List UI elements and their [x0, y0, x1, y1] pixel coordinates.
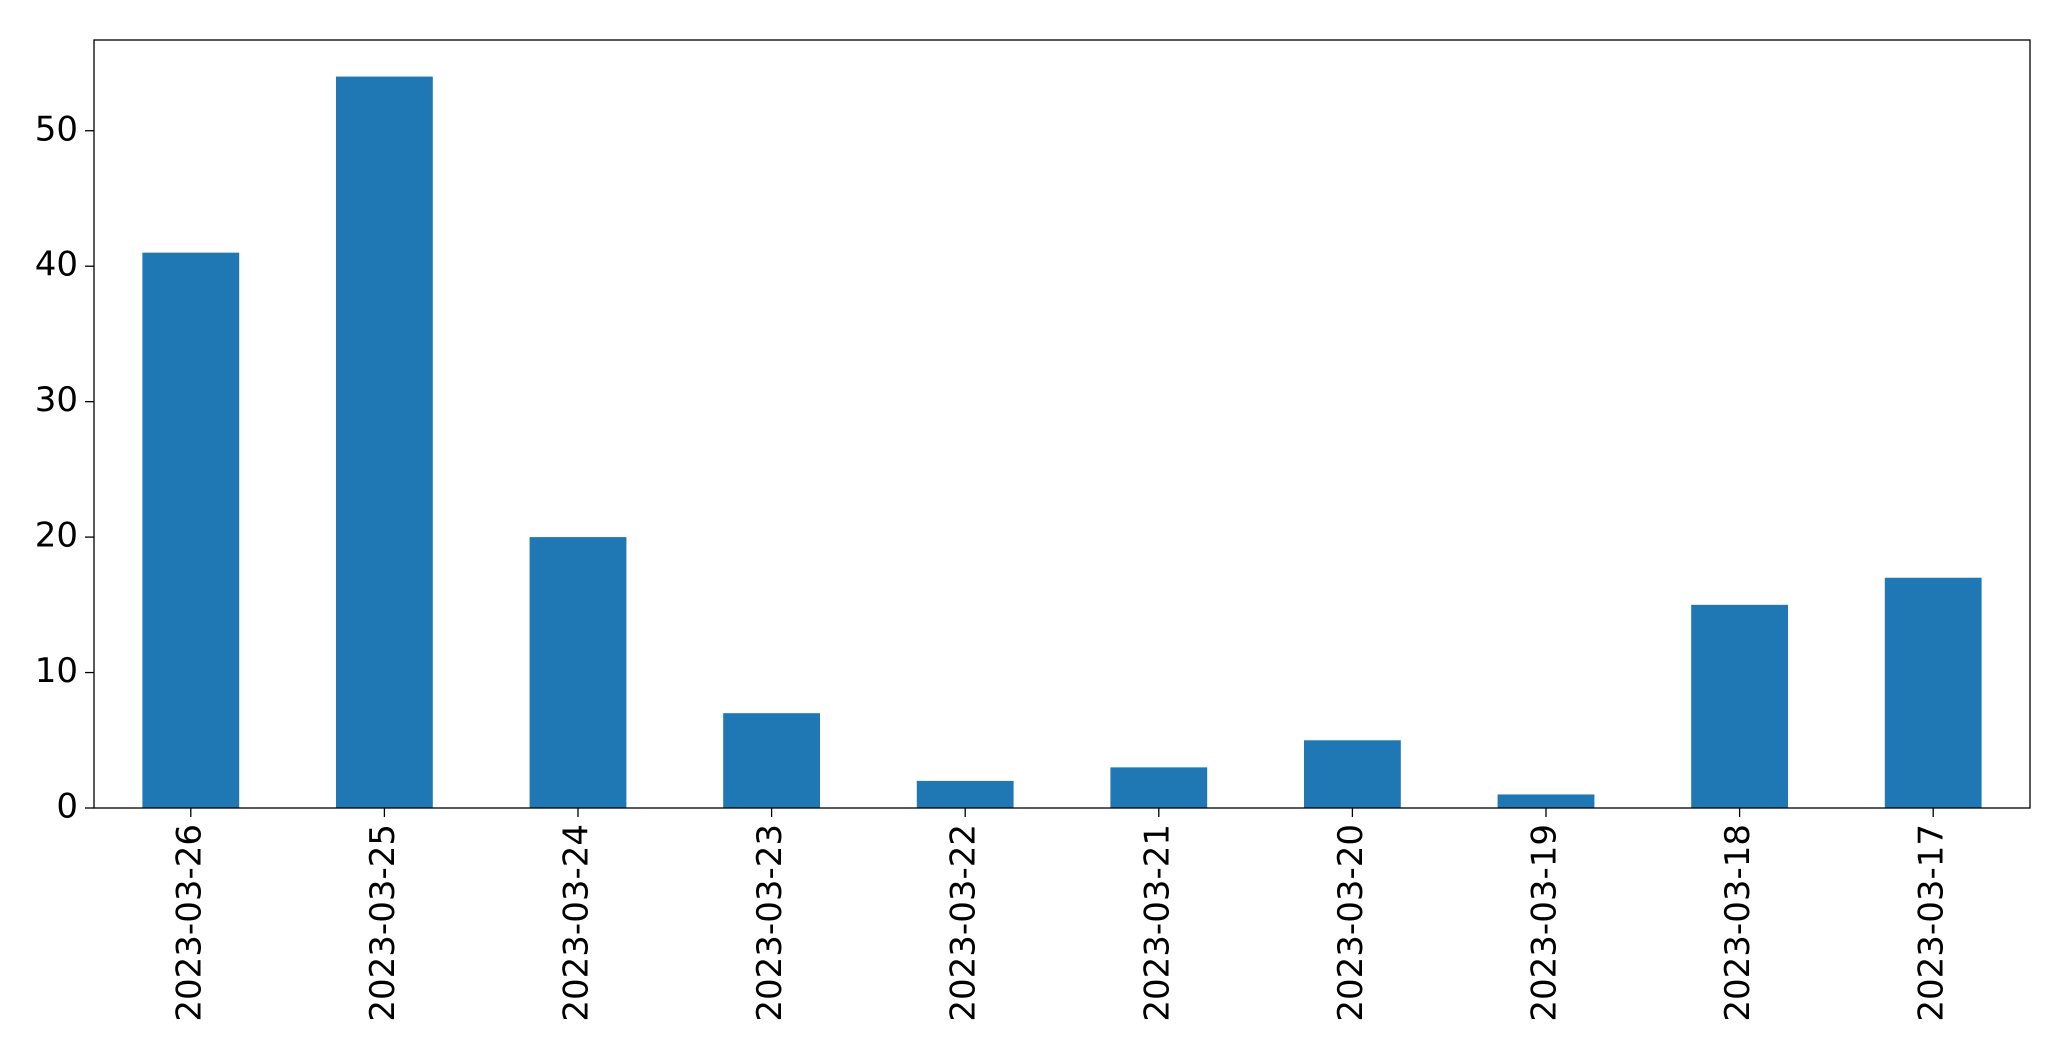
y-tick-label: 50 [35, 109, 78, 149]
bar [142, 252, 240, 809]
bar [723, 713, 820, 808]
x-tick-label: 2023-03-19 [1525, 824, 1565, 1022]
bar [529, 537, 627, 808]
bar [336, 76, 433, 809]
y-tick-label: 10 [35, 651, 78, 691]
x-tick-label: 2023-03-21 [1137, 824, 1177, 1022]
x-tick-label: 2023-03-26 [169, 824, 209, 1022]
x-tick-label: 2023-03-22 [944, 824, 984, 1022]
y-tick-label: 0 [56, 787, 78, 827]
x-tick-label: 2023-03-20 [1331, 824, 1371, 1022]
bar [1110, 767, 1208, 808]
x-tick-label: 2023-03-17 [1912, 824, 1952, 1022]
bar [1497, 794, 1595, 808]
bar [1691, 604, 1788, 808]
x-tick-label: 2023-03-24 [557, 824, 597, 1022]
bar [1884, 577, 1982, 808]
x-tick-label: 2023-03-25 [363, 824, 403, 1022]
bar [1304, 740, 1401, 808]
plot-frame [93, 39, 2031, 809]
y-tick-label: 40 [35, 245, 78, 285]
y-tick-label: 20 [35, 516, 78, 556]
x-tick-label: 2023-03-18 [1718, 824, 1758, 1022]
x-tick-label: 2023-03-23 [750, 824, 790, 1022]
y-tick-label: 30 [35, 380, 78, 420]
bar [916, 780, 1014, 808]
